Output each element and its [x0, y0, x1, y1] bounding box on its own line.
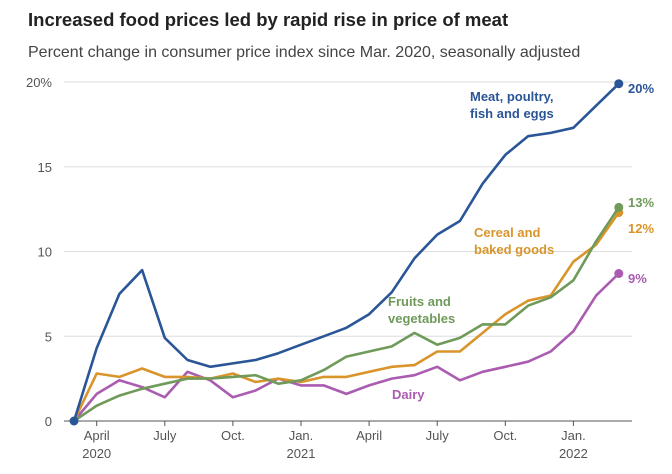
series-label: vegetables [388, 311, 455, 326]
series-labels: Meat, poultry, fish and eggs 20% Fruits and… [388, 81, 654, 402]
series-end-point [614, 79, 624, 89]
series-label: fish and eggs [470, 106, 554, 121]
x-tick-label: Jan. [561, 428, 586, 443]
chart-title: Increased food prices led by rapid rise … [28, 9, 509, 30]
series-label: Cereal and [474, 225, 541, 240]
series-label: Fruits and [388, 294, 451, 309]
series-line [72, 82, 621, 423]
x-tick-year: 2022 [559, 446, 588, 461]
series-lines [69, 79, 624, 426]
x-tick-label: July [426, 428, 450, 443]
series-start-point [69, 416, 79, 426]
series-end-point [614, 202, 624, 212]
y-tick-label: 10 [38, 245, 52, 260]
x-tick-year: 2020 [82, 446, 111, 461]
series-line [72, 206, 621, 423]
series-end-value: 12% [628, 221, 654, 236]
series-end-point [614, 269, 624, 279]
x-tick-label: Jan. [289, 428, 314, 443]
y-tick-label: 20% [26, 75, 52, 90]
series-label: Meat, poultry, [470, 89, 554, 104]
series-line [72, 272, 621, 423]
y-tick-label: 0 [45, 414, 52, 429]
y-tick-label: 5 [45, 329, 52, 344]
x-axis: April 2020 July Oct. Jan. 2021 April July Oct. Ja… [82, 421, 588, 461]
gridlines: 0 5 10 15 20% [26, 75, 632, 429]
series-label: baked goods [474, 242, 554, 257]
series-end-value: 13% [628, 195, 654, 210]
series-line [72, 211, 621, 423]
series-label: Dairy [392, 387, 425, 402]
x-tick-label: July [153, 428, 177, 443]
x-tick-label: April [356, 428, 382, 443]
x-tick-label: April [84, 428, 110, 443]
chart-subtitle: Percent change in consumer price index s… [28, 44, 581, 61]
x-tick-year: 2021 [287, 446, 316, 461]
y-tick-label: 15 [38, 160, 52, 175]
series-end-value: 9% [628, 271, 647, 286]
x-tick-label: Oct. [493, 428, 517, 443]
series-end-value: 20% [628, 81, 654, 96]
x-tick-label: Oct. [221, 428, 245, 443]
